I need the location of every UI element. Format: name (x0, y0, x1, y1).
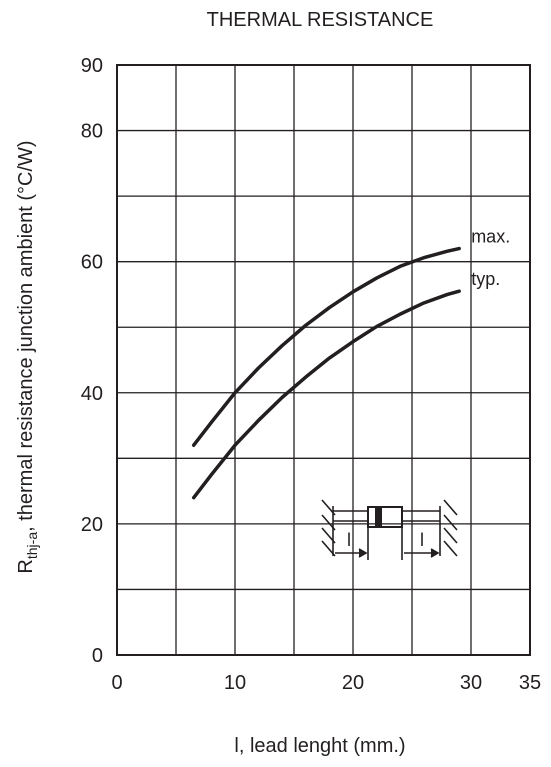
diode-inset-diagram (321, 499, 458, 560)
y-tick-labels: 0 20 40 60 80 90 (81, 55, 103, 667)
y-tick-label: 80 (81, 121, 103, 143)
x-tick-label: 30 (460, 672, 482, 694)
y-tick-label: 20 (81, 514, 103, 536)
y-tick-label: 0 (92, 645, 103, 667)
plot-area-border (116, 64, 531, 656)
inset-length-label-right: l (420, 530, 424, 550)
series-line-max (191, 246, 461, 447)
y-tick-label: 60 (81, 252, 103, 274)
series-line-typ (191, 289, 461, 500)
x-tick-label: 10 (224, 672, 246, 694)
y-tick-label: 40 (81, 383, 103, 405)
chart-title: THERMAL RESISTANCE (207, 9, 434, 31)
y-axis-label-symbol: R (15, 559, 37, 573)
x-tick-label: 20 (342, 672, 364, 694)
series-label-typ: typ. (471, 269, 500, 289)
inset-length-label-left: l (347, 530, 351, 550)
y-axis-label-text: , thermal resistance junction ambient (°… (15, 140, 37, 531)
y-axis-label: Rthj-a, thermal resistance junction ambi… (15, 140, 40, 573)
grid (116, 64, 531, 656)
series-group: max. typ. (191, 227, 510, 500)
x-tick-label: 35 (519, 672, 541, 694)
series-label-max: max. (471, 227, 510, 247)
x-tick-labels: 0 10 20 30 35 (111, 672, 541, 694)
y-axis-label-subscript: thj-a (24, 532, 40, 559)
x-tick-label: 0 (111, 672, 122, 694)
y-tick-label: 90 (81, 55, 103, 77)
x-axis-label: l, lead lenght (mm.) (234, 735, 405, 757)
